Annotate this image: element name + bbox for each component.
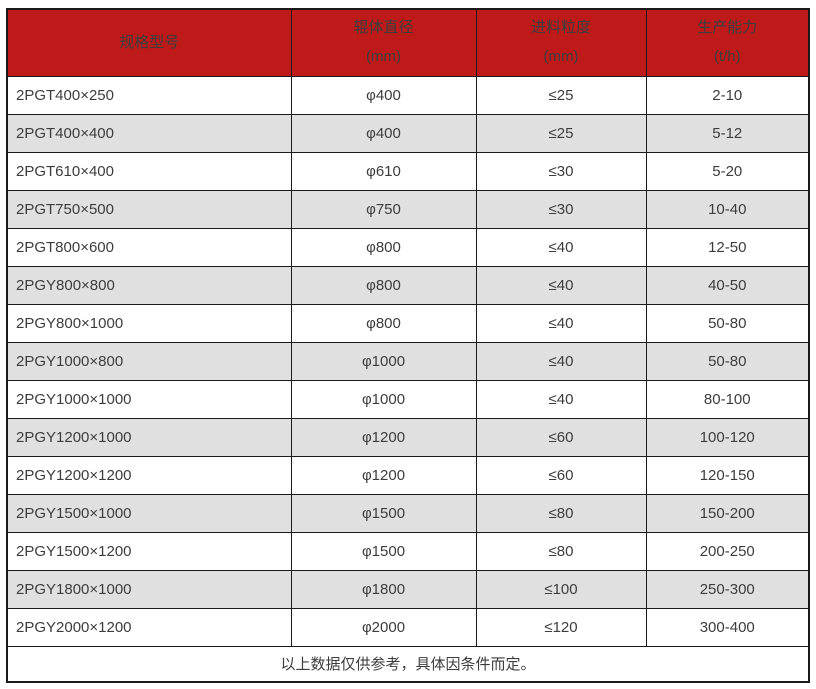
table-row: 2PGY800×800 φ800 ≤40 40-50 bbox=[6, 265, 810, 305]
table-row: 2PGY1500×1000 φ1500 ≤80 150-200 bbox=[6, 493, 810, 533]
table-row: 2PGY2000×1200 φ2000 ≤120 300-400 bbox=[6, 607, 810, 647]
cell-capacity: 50-80 bbox=[645, 303, 810, 343]
cell-roller-diameter: φ1500 bbox=[290, 531, 477, 571]
cell-feed-size: ≤60 bbox=[475, 455, 647, 495]
cell-capacity: 12-50 bbox=[645, 227, 810, 267]
spec-table-container: 规格型号 辊体直径 (mm) 进料粒度 (mm) 生产能力 (t/h) 2PGT… bbox=[6, 8, 810, 683]
cell-roller-diameter: φ800 bbox=[290, 265, 477, 305]
header-cell-spec-model: 规格型号 bbox=[6, 8, 292, 77]
header-label: 辊体直径 bbox=[353, 19, 414, 37]
cell-roller-diameter: φ750 bbox=[290, 189, 477, 229]
table-body: 2PGT400×250 φ400 ≤25 2-10 2PGT400×400 φ400 ≤25… bbox=[6, 75, 810, 647]
footnote: 以上数据仅供参考，具体因条件而定。 bbox=[6, 645, 810, 683]
cell-feed-size: ≤80 bbox=[475, 531, 647, 571]
cell-spec-model: 2PGY1500×1200 bbox=[6, 531, 292, 571]
table-row: 2PGT400×400 φ400 ≤25 5-12 bbox=[6, 113, 810, 153]
header-unit: (mm) bbox=[543, 47, 579, 65]
cell-spec-model: 2PGY1800×1000 bbox=[6, 569, 292, 609]
cell-spec-model: 2PGY800×1000 bbox=[6, 303, 292, 343]
cell-spec-model: 2PGT750×500 bbox=[6, 189, 292, 229]
table-row: 2PGY1200×1200 φ1200 ≤60 120-150 bbox=[6, 455, 810, 495]
cell-capacity: 5-12 bbox=[645, 113, 810, 153]
cell-feed-size: ≤100 bbox=[475, 569, 647, 609]
header-cell-capacity: 生产能力 (t/h) bbox=[645, 8, 810, 77]
cell-capacity: 5-20 bbox=[645, 151, 810, 191]
table-row: 2PGT750×500 φ750 ≤30 10-40 bbox=[6, 189, 810, 229]
cell-capacity: 150-200 bbox=[645, 493, 810, 533]
cell-feed-size: ≤40 bbox=[475, 379, 647, 419]
cell-capacity: 250-300 bbox=[645, 569, 810, 609]
table-row: 2PGT610×400 φ610 ≤30 5-20 bbox=[6, 151, 810, 191]
cell-roller-diameter: φ1000 bbox=[290, 341, 477, 381]
cell-capacity: 80-100 bbox=[645, 379, 810, 419]
header-label: 生产能力 bbox=[697, 19, 758, 37]
cell-capacity: 100-120 bbox=[645, 417, 810, 457]
footer-row: 以上数据仅供参考，具体因条件而定。 bbox=[6, 645, 810, 683]
cell-roller-diameter: φ800 bbox=[290, 303, 477, 343]
cell-spec-model: 2PGT610×400 bbox=[6, 151, 292, 191]
cell-spec-model: 2PGY1200×1000 bbox=[6, 417, 292, 457]
cell-feed-size: ≤30 bbox=[475, 189, 647, 229]
cell-roller-diameter: φ1500 bbox=[290, 493, 477, 533]
header-label: 规格型号 bbox=[119, 33, 180, 51]
table-row: 2PGT800×600 φ800 ≤40 12-50 bbox=[6, 227, 810, 267]
cell-roller-diameter: φ1200 bbox=[290, 455, 477, 495]
cell-spec-model: 2PGY2000×1200 bbox=[6, 607, 292, 647]
header-unit: (mm) bbox=[366, 47, 401, 65]
cell-capacity: 50-80 bbox=[645, 341, 810, 381]
header-unit: (t/h) bbox=[713, 47, 741, 65]
cell-feed-size: ≤40 bbox=[475, 227, 647, 267]
header-label: 进料粒度 bbox=[530, 19, 591, 37]
cell-roller-diameter: φ1000 bbox=[290, 379, 477, 419]
cell-spec-model: 2PGY1000×800 bbox=[6, 341, 292, 381]
table-header: 规格型号 辊体直径 (mm) 进料粒度 (mm) 生产能力 (t/h) bbox=[6, 8, 810, 77]
header-cell-roller-diameter: 辊体直径 (mm) bbox=[290, 8, 477, 77]
table-row: 2PGY1200×1000 φ1200 ≤60 100-120 bbox=[6, 417, 810, 457]
cell-spec-model: 2PGY1200×1200 bbox=[6, 455, 292, 495]
cell-roller-diameter: φ610 bbox=[290, 151, 477, 191]
cell-feed-size: ≤40 bbox=[475, 303, 647, 343]
cell-feed-size: ≤40 bbox=[475, 265, 647, 305]
table-row: 2PGY1500×1200 φ1500 ≤80 200-250 bbox=[6, 531, 810, 571]
header-cell-feed-size: 进料粒度 (mm) bbox=[475, 8, 647, 77]
cell-capacity: 120-150 bbox=[645, 455, 810, 495]
roller-crusher-spec-table: 规格型号 辊体直径 (mm) 进料粒度 (mm) 生产能力 (t/h) 2PGT… bbox=[6, 8, 810, 683]
cell-roller-diameter: φ400 bbox=[290, 75, 477, 115]
table-row: 2PGY1000×1000 φ1000 ≤40 80-100 bbox=[6, 379, 810, 419]
cell-feed-size: ≤25 bbox=[475, 113, 647, 153]
cell-spec-model: 2PGT400×250 bbox=[6, 75, 292, 115]
cell-capacity: 200-250 bbox=[645, 531, 810, 571]
cell-feed-size: ≤25 bbox=[475, 75, 647, 115]
cell-spec-model: 2PGY1000×1000 bbox=[6, 379, 292, 419]
table-row: 2PGT400×250 φ400 ≤25 2-10 bbox=[6, 75, 810, 115]
cell-roller-diameter: φ800 bbox=[290, 227, 477, 267]
cell-spec-model: 2PGY800×800 bbox=[6, 265, 292, 305]
cell-feed-size: ≤60 bbox=[475, 417, 647, 457]
cell-capacity: 300-400 bbox=[645, 607, 810, 647]
cell-capacity: 40-50 bbox=[645, 265, 810, 305]
cell-capacity: 10-40 bbox=[645, 189, 810, 229]
cell-spec-model: 2PGT800×600 bbox=[6, 227, 292, 267]
cell-capacity: 2-10 bbox=[645, 75, 810, 115]
cell-feed-size: ≤40 bbox=[475, 341, 647, 381]
table-row: 2PGY800×1000 φ800 ≤40 50-80 bbox=[6, 303, 810, 343]
table-row: 2PGY1000×800 φ1000 ≤40 50-80 bbox=[6, 341, 810, 381]
cell-spec-model: 2PGY1500×1000 bbox=[6, 493, 292, 533]
cell-feed-size: ≤120 bbox=[475, 607, 647, 647]
table-row: 2PGY1800×1000 φ1800 ≤100 250-300 bbox=[6, 569, 810, 609]
cell-roller-diameter: φ1200 bbox=[290, 417, 477, 457]
cell-feed-size: ≤30 bbox=[475, 151, 647, 191]
cell-roller-diameter: φ1800 bbox=[290, 569, 477, 609]
cell-roller-diameter: φ2000 bbox=[290, 607, 477, 647]
cell-spec-model: 2PGT400×400 bbox=[6, 113, 292, 153]
table-footer: 以上数据仅供参考，具体因条件而定。 bbox=[6, 645, 810, 683]
header-row: 规格型号 辊体直径 (mm) 进料粒度 (mm) 生产能力 (t/h) bbox=[6, 8, 810, 77]
cell-feed-size: ≤80 bbox=[475, 493, 647, 533]
cell-roller-diameter: φ400 bbox=[290, 113, 477, 153]
